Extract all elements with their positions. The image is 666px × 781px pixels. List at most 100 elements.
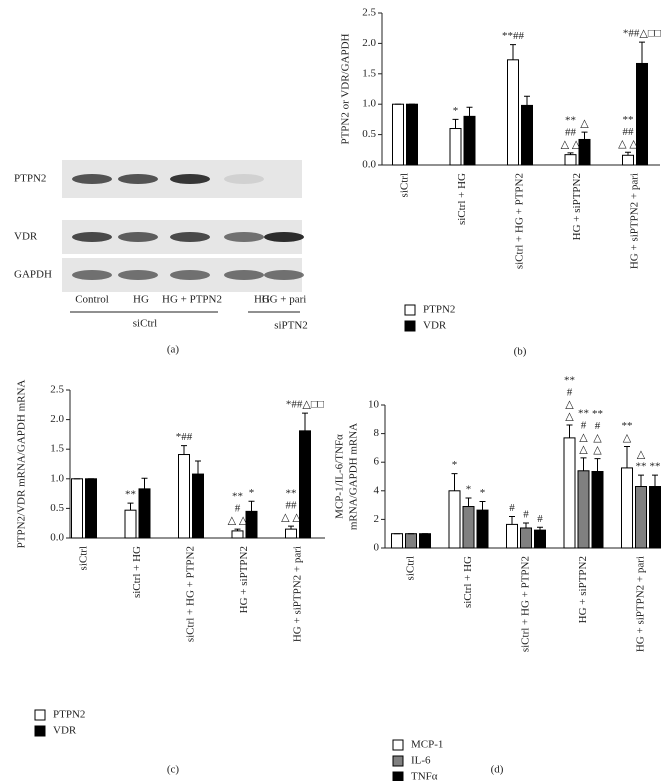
legend-label: MCP-1 — [411, 739, 443, 751]
bar — [635, 486, 647, 549]
annotation: △ — [579, 443, 588, 455]
legend-swatch — [34, 709, 46, 721]
annotation: △ — [579, 431, 588, 443]
error-bar — [581, 131, 588, 140]
lane-label: HG + PTPN2 — [162, 294, 222, 306]
group-label: siPTN2 — [274, 320, 308, 332]
legend-swatch — [392, 755, 404, 767]
annotation: ** — [650, 461, 661, 473]
annotation: ## — [565, 126, 577, 138]
x-tick-label: siCtrl + HG + PTPN2 — [514, 173, 526, 269]
annotation: △ — [593, 444, 602, 456]
band — [264, 270, 304, 280]
annotation: ** — [125, 489, 136, 501]
annotation: # — [523, 509, 529, 521]
annotation: # — [537, 513, 543, 525]
x-tick-label: siCtrl + HG — [462, 556, 474, 608]
band — [118, 232, 158, 242]
y-tick-label: 0.5 — [50, 502, 64, 514]
error-bar — [302, 412, 308, 431]
annotation: * — [453, 105, 459, 117]
bar — [405, 533, 417, 549]
bar — [392, 103, 404, 166]
error-bar — [509, 516, 515, 525]
bar — [534, 529, 546, 549]
annotation: △ △ — [561, 138, 581, 150]
y-tick-label: 2.0 — [50, 413, 64, 425]
annotation: △ — [593, 432, 602, 444]
x-tick-label: siCtrl + HG + PTPN2 — [185, 546, 197, 642]
legend-label: PTPN2 — [423, 304, 455, 316]
bar — [299, 430, 311, 539]
annotation: # — [567, 387, 573, 399]
panel-label: (a) — [167, 344, 180, 356]
bar — [406, 103, 418, 166]
error-bar — [127, 502, 134, 511]
annotation: ## — [623, 126, 635, 138]
y-tick-label: 1.0 — [362, 98, 376, 110]
error-bar — [639, 41, 645, 64]
row-label: GAPDH — [14, 269, 52, 281]
bar — [462, 506, 475, 549]
annotation: △ — [623, 432, 632, 444]
bar — [520, 527, 532, 549]
annotation: *##△□□ — [623, 28, 662, 40]
annotation: **## — [502, 30, 525, 42]
band — [264, 232, 304, 242]
x-tick-label: HG + siPTPN2 + pari — [635, 556, 647, 652]
bar — [285, 528, 297, 539]
legend-swatch — [404, 304, 416, 316]
band — [224, 232, 264, 242]
panel-label: (c) — [167, 764, 180, 776]
band — [224, 174, 264, 184]
annotation: △ △ — [281, 512, 301, 524]
y-tick-label: 0.0 — [50, 532, 64, 544]
bar — [138, 488, 151, 539]
error-bar — [567, 152, 574, 155]
band — [224, 270, 264, 280]
band — [72, 174, 112, 184]
bar — [124, 509, 137, 539]
y-tick-label: 0.5 — [362, 128, 376, 140]
group-label: siCtrl — [133, 318, 157, 330]
error-bar — [451, 473, 458, 491]
error-bar — [537, 526, 543, 531]
annotation: ** — [232, 491, 243, 503]
x-tick-label: siCtrl + HG — [131, 546, 143, 598]
annotation: ** — [286, 488, 297, 500]
y-tick-label: 6 — [374, 456, 380, 468]
y-axis-label: mRNA/GAPDH mRNA — [348, 423, 360, 530]
error-bar — [625, 151, 631, 156]
row-label: VDR — [14, 231, 38, 243]
lane-label: Control — [75, 294, 109, 306]
y-tick-label: 1.5 — [362, 67, 376, 79]
y-tick-label: 2.5 — [50, 384, 64, 396]
bar — [178, 454, 190, 539]
annotation: * — [249, 487, 255, 499]
annotation: # — [235, 503, 241, 515]
bar — [391, 533, 403, 549]
error-bar — [524, 95, 530, 106]
y-axis-label: PTPN2 or VDR/GAPDH — [340, 33, 352, 144]
bar — [85, 478, 97, 539]
bar — [507, 59, 519, 166]
legend-label: IL-6 — [411, 755, 431, 767]
band — [72, 232, 112, 242]
lane-label: HG — [254, 294, 270, 306]
annotation: # — [581, 419, 587, 431]
error-bar — [234, 528, 241, 531]
bar — [448, 490, 461, 549]
annotation: △ — [565, 399, 574, 411]
band — [118, 270, 158, 280]
bar — [521, 104, 533, 166]
y-tick-label: 2 — [374, 513, 380, 525]
error-bar — [181, 445, 187, 455]
y-tick-label: 1.5 — [50, 443, 64, 455]
y-tick-label: 4 — [374, 484, 380, 496]
panel-label: (d) — [491, 764, 504, 776]
annotation: ## — [286, 500, 298, 512]
bar — [621, 467, 633, 549]
band — [170, 270, 210, 280]
annotation: *##△□□ — [286, 399, 325, 411]
